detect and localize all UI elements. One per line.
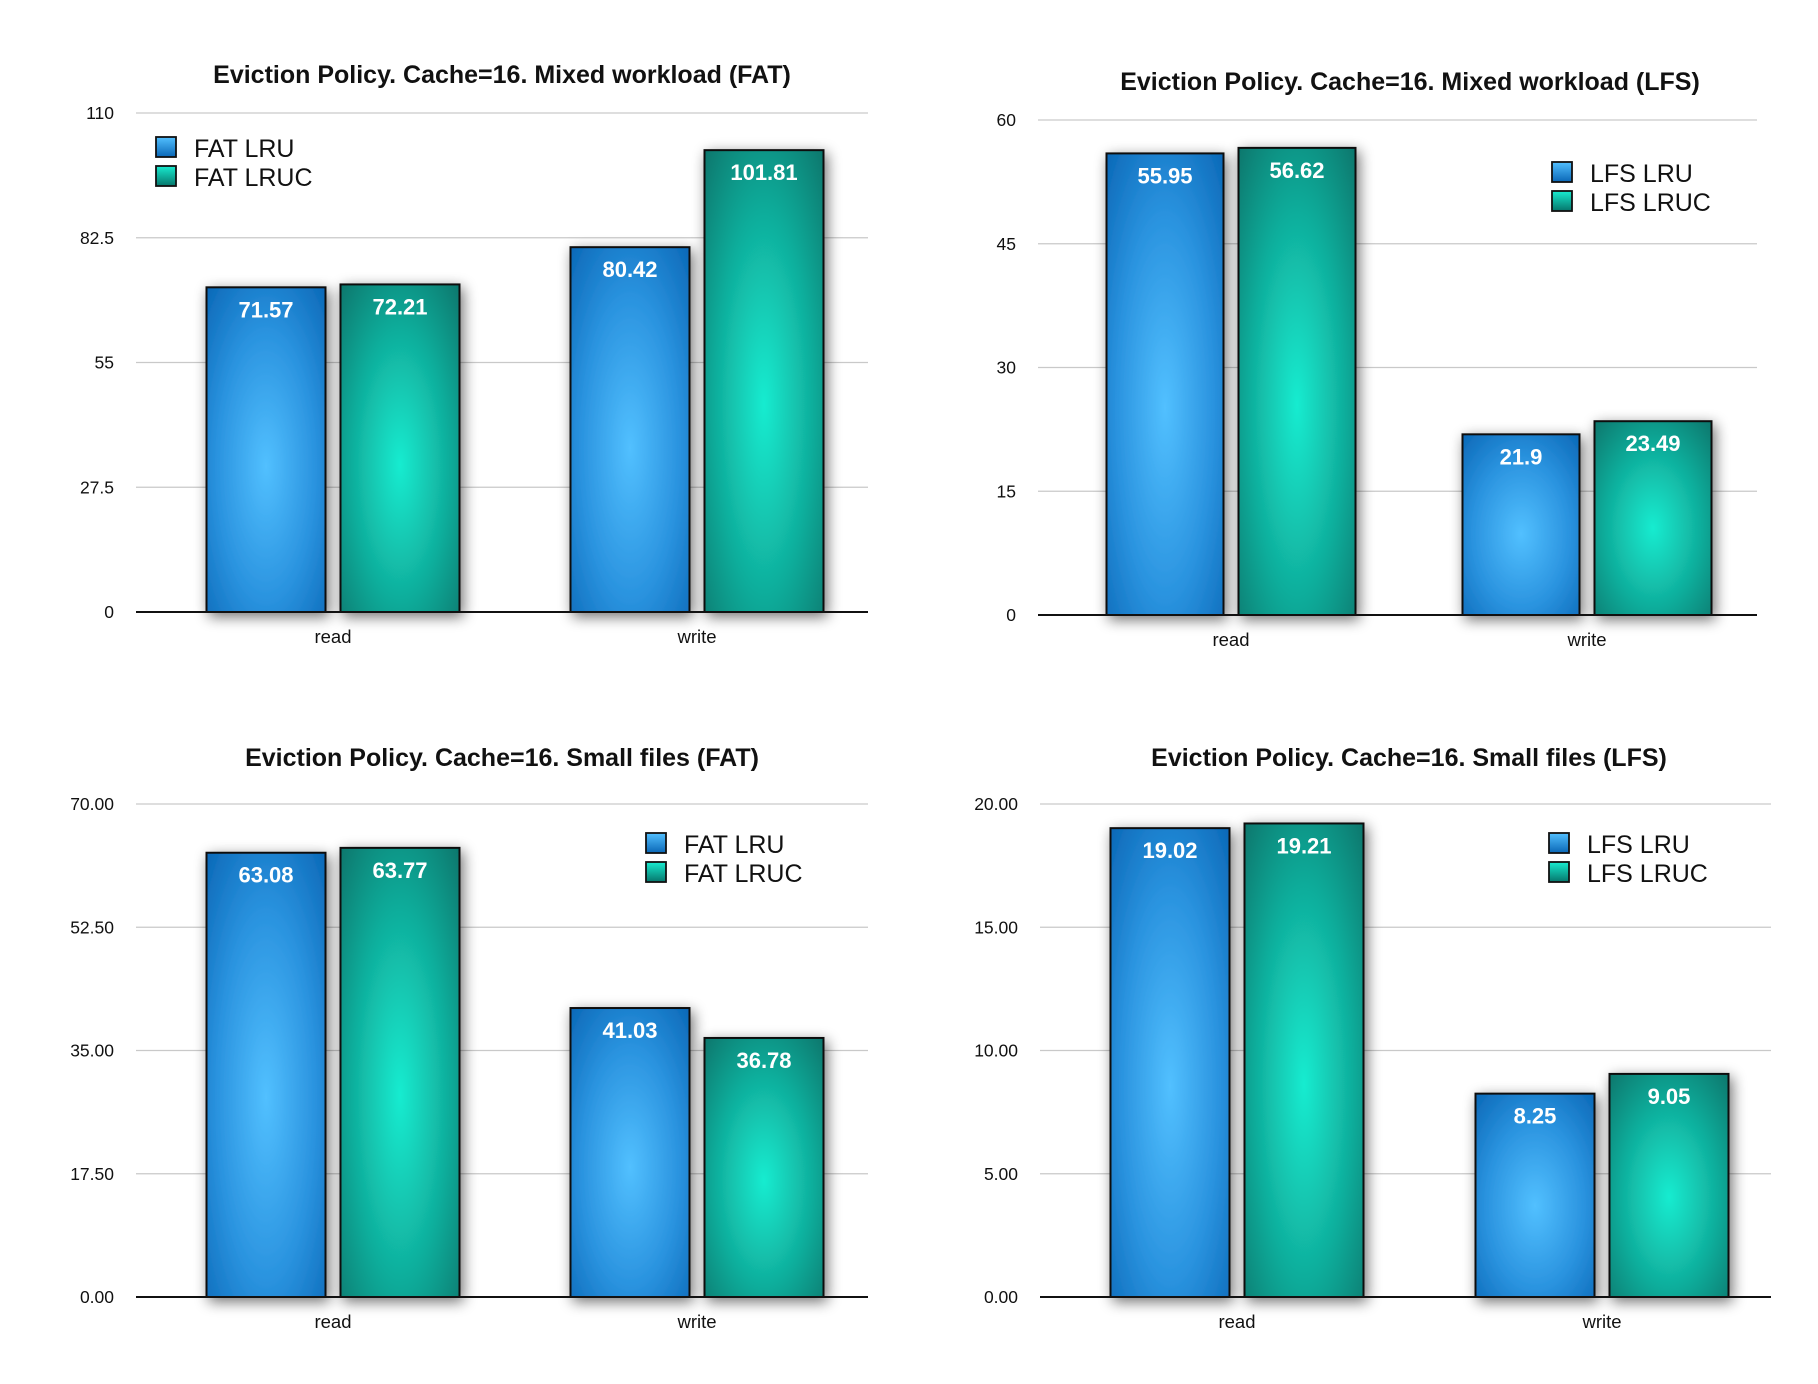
data-label: 80.42 [602,257,657,282]
chart-lfs-small-files: Eviction Policy. Cache=16. Small files (… [909,692,1818,1384]
y-tick-label: 52.50 [70,917,114,937]
bar-lru-write [569,1007,691,1298]
bar-lruc-write [703,1036,825,1298]
data-label: 9.05 [1648,1084,1691,1109]
legend-swatch-lruc [1548,861,1570,883]
data-label: 19.02 [1142,838,1197,863]
y-tick-label: 82.5 [80,228,114,248]
bar-lru-write [569,246,691,613]
legend-swatch-lruc [645,861,667,883]
bar-lru-write [1461,433,1581,617]
y-tick-label: 60 [997,110,1017,130]
y-tick-label: 15.00 [974,917,1018,937]
y-tick-label: 0 [104,602,114,622]
legend-swatch-lruc [1551,190,1573,212]
chart-fat-small-files: Eviction Policy. Cache=16. Small files (… [0,692,909,1384]
bar-lruc-read [339,283,461,613]
chart-title: Eviction Policy. Cache=16. Small files (… [1151,744,1667,772]
y-tick-label: 0.00 [984,1287,1018,1307]
data-label: 63.08 [238,863,293,888]
data-label: 101.81 [730,160,797,185]
bar-lruc-read [339,846,461,1298]
legend-label: FAT LRUC [684,860,803,888]
data-label: 21.9 [1500,444,1543,469]
x-tick-label: read [314,626,351,647]
legend-swatch-lru [645,832,667,854]
y-tick-label: 0 [1006,605,1016,625]
y-tick-label: 20.00 [974,794,1018,814]
chart-svg: Eviction Policy. Cache=16. Mixed workloa… [80,61,868,647]
bar-lru-read [205,851,327,1298]
bar-lruc-write [703,149,825,613]
legend-label: FAT LRU [194,135,295,163]
legend-swatch-lru [1551,161,1573,183]
data-label: 8.25 [1514,1104,1557,1129]
bar-lruc-read [1237,146,1357,616]
bar-lruc-write [1608,1072,1730,1299]
y-tick-label: 5.00 [984,1164,1018,1184]
legend-label: FAT LRU [684,831,785,859]
legend-label: LFS LRUC [1587,860,1708,888]
y-tick-label: 110 [86,103,114,123]
x-tick-label: read [314,1311,351,1332]
y-tick-label: 45 [997,234,1016,254]
bar-lru-read [1105,152,1225,616]
legend-swatch-lru [1548,832,1570,854]
bar-lru-write [1474,1092,1596,1299]
legend-swatch-lru [155,136,177,158]
x-tick-label: read [1212,629,1249,650]
legend-label: FAT LRUC [194,164,313,192]
data-label: 19.21 [1276,833,1331,858]
y-tick-label: 55 [95,353,114,373]
data-label: 23.49 [1625,431,1680,456]
x-tick-label: read [1218,1311,1255,1332]
legend-label: LFS LRU [1587,831,1690,859]
y-tick-label: 35.00 [70,1041,114,1061]
chart-title: Eviction Policy. Cache=16. Small files (… [245,744,759,772]
chart-svg: Eviction Policy. Cache=16. Mixed workloa… [997,68,1757,650]
data-label: 56.62 [1269,158,1324,183]
bar-lruc-read [1243,822,1365,1298]
y-tick-label: 17.50 [70,1164,114,1184]
y-tick-label: 15 [997,481,1016,501]
x-tick-label: write [1581,1311,1621,1332]
data-label: 63.77 [372,858,427,883]
y-tick-label: 70.00 [70,794,114,814]
legend-label: LFS LRU [1590,160,1693,188]
data-label: 55.95 [1137,163,1192,188]
data-label: 71.57 [238,297,293,322]
legend-label: LFS LRUC [1590,189,1711,217]
data-label: 36.78 [736,1048,791,1073]
chart-svg: Eviction Policy. Cache=16. Small files (… [70,744,868,1332]
y-tick-label: 30 [997,358,1017,378]
chart-title: Eviction Policy. Cache=16. Mixed workloa… [213,61,791,89]
legend-swatch-lruc [155,165,177,187]
chart-lfs-mixed-workload: Eviction Policy. Cache=16. Mixed workloa… [909,0,1818,692]
x-tick-label: write [1566,629,1606,650]
y-tick-label: 27.5 [80,477,114,497]
chart-title: Eviction Policy. Cache=16. Mixed workloa… [1120,68,1700,96]
data-label: 41.03 [602,1018,657,1043]
y-tick-label: 0.00 [80,1287,114,1307]
chart-fat-mixed-workload: Eviction Policy. Cache=16. Mixed workloa… [0,0,909,692]
y-tick-label: 10.00 [974,1041,1018,1061]
bar-lru-read [1109,827,1231,1298]
x-tick-label: write [676,626,716,647]
data-label: 72.21 [372,294,427,319]
chart-svg: Eviction Policy. Cache=16. Small files (… [974,744,1771,1332]
x-tick-label: write [676,1311,716,1332]
bar-lru-read [205,286,327,613]
